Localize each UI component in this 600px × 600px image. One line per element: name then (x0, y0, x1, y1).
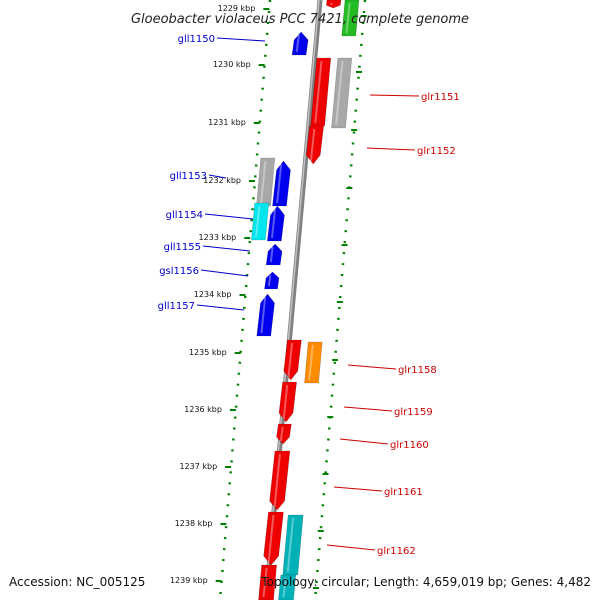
gene-block-glr1162-hit-shine (286, 517, 295, 573)
gene-block-glr1152-shine (309, 128, 316, 162)
kbp-tick-label: 1233 kbp (199, 233, 237, 242)
gene-label-glr1158[interactable]: glr1158 (398, 365, 437, 376)
gene-block-glr1160-shine (279, 426, 284, 442)
leader-line-gll1154 (204, 213, 254, 220)
gene-block-glr1158-shine (287, 342, 294, 378)
gene-block-gll1157-shine (260, 296, 267, 334)
gene-block-gll1153-shine (276, 163, 283, 204)
leader-lines (196, 37, 420, 551)
gene-label-gll1154[interactable]: gll1154 (166, 210, 203, 221)
gene-block-glr1158[interactable] (283, 339, 302, 381)
text-layer: Gloeobacter violaceus PCC 7421, complete… (9, 12, 591, 589)
gene-block-top-green-shine (345, 2, 351, 34)
gene-block-gsl1156-shine (267, 274, 272, 287)
leader-line-gll1155 (202, 245, 251, 252)
right-track-dots (313, 0, 367, 600)
backbone-layer (263, 0, 323, 600)
kbp-tick-label: 1239 kbp (170, 576, 208, 585)
kbp-tick-label: 1232 kbp (203, 176, 241, 185)
topology-text: Topology: circular; Length: 4,659,019 bp… (260, 575, 591, 589)
kbp-tick-label: 1231 kbp (208, 118, 246, 127)
kbp-tick-label: 1237 kbp (179, 462, 217, 471)
leader-line-gll1150 (216, 37, 266, 42)
leader-line-gll1153 (208, 174, 227, 179)
gene-label-glr1162[interactable]: glr1162 (377, 546, 416, 557)
gene-block-gll1153-hit[interactable] (256, 157, 276, 207)
gene-block-top-green[interactable] (341, 0, 360, 37)
gene-block-glr1162-hit[interactable] (282, 514, 304, 576)
gene-block-glr1152[interactable] (305, 125, 324, 165)
gene-block-glr1161-shine (273, 453, 281, 508)
gene-block-gll1150-shine (295, 34, 300, 53)
gene-block-glr1159-shine (282, 384, 289, 420)
gene-label-glr1160[interactable]: glr1160 (390, 440, 429, 451)
gene-block-gll1155-shine (269, 246, 274, 263)
gene-block-gll1154-hit[interactable] (251, 202, 270, 241)
kbp-tick-label: 1238 kbp (175, 519, 213, 528)
leader-line-gsl1156 (200, 269, 249, 277)
gene-block-glr1159[interactable] (278, 381, 297, 423)
gene-block-gll1157[interactable] (256, 293, 275, 337)
gene-block-bottom-teal[interactable] (278, 574, 297, 600)
gene-block-glr1151[interactable] (310, 57, 332, 127)
gene-label-gll1157[interactable]: gll1157 (158, 301, 195, 312)
gene-block-gll1153[interactable] (272, 160, 291, 207)
gene-block-bottom-red-shine (262, 567, 268, 598)
kbp-tick-label: 1234 kbp (194, 290, 232, 299)
gene-label-glr1161[interactable]: glr1161 (384, 487, 423, 498)
gene-block-top-red-shine (330, 2, 333, 6)
kbp-tick-label: 1230 kbp (213, 60, 251, 69)
leader-line-glr1161 (333, 486, 383, 492)
leader-line-glr1162 (326, 544, 376, 551)
leader-line-glr1151 (369, 94, 420, 97)
gene-label-gsl1156[interactable]: gsl1156 (159, 266, 199, 277)
backbone-highlight (264, 0, 320, 600)
genome-backbone (263, 0, 323, 600)
left-track-dots (218, 0, 272, 600)
gene-block-bottom-teal-shine (282, 577, 287, 598)
gene-block-gll1154[interactable] (266, 205, 285, 242)
map-title: Gloeobacter violaceus PCC 7421, complete… (131, 12, 469, 27)
kbp-tick-label: 1236 kbp (184, 405, 222, 414)
gene-block-gll1155[interactable] (265, 243, 283, 266)
gene-block-glr1151-shine (314, 60, 323, 124)
gene-label-glr1152[interactable]: glr1152 (417, 146, 456, 157)
gene-block-glr1160[interactable] (276, 423, 292, 445)
kbp-tick-label: 1235 kbp (189, 348, 227, 357)
gene-block-gll1153-hit-shine (260, 160, 267, 204)
accession-text: Accession: NC_005125 (9, 575, 145, 589)
tick-track: 1229 kbp 1230 kbp 1231 kbp 1232 kbp 1233 kbp… (170, 0, 367, 600)
gene-layer (251, 0, 360, 600)
gene-block-gsl1156[interactable] (264, 271, 280, 290)
gene-block-glr1162-shine (267, 514, 275, 563)
gene-block-glr1158-hit-shine (308, 344, 314, 381)
leader-line-glr1159 (343, 406, 393, 412)
kbp-tick-label: 1229 kbp (218, 4, 256, 13)
gene-block-gll1150[interactable] (291, 31, 309, 56)
gene-block-glr1158-hit[interactable] (304, 341, 323, 384)
gene-block-glr1162[interactable] (263, 511, 284, 566)
leader-line-gll1157 (196, 304, 245, 311)
leader-line-glr1160 (339, 438, 389, 445)
gene-block-bottom-red[interactable] (258, 564, 277, 600)
gene-label-gll1150[interactable]: gll1150 (178, 34, 215, 45)
gene-block-glr1151-hit[interactable] (331, 57, 353, 129)
leader-line-glr1158 (347, 364, 397, 370)
gene-block-glr1151-hit-shine (335, 60, 344, 126)
leader-line-glr1152 (366, 147, 416, 151)
label-layer: gll1150 gll1153 gll1154 gll1155 gsl1156 gll11… (158, 34, 460, 557)
gene-label-gll1153[interactable]: gll1153 (170, 171, 207, 182)
gene-block-top-red[interactable] (325, 0, 342, 9)
gene-block-glr1161[interactable] (269, 450, 291, 511)
gene-block-gll1154-hit-shine (255, 205, 261, 238)
gene-label-gll1155[interactable]: gll1155 (164, 242, 201, 253)
gene-label-glr1151[interactable]: glr1151 (421, 92, 460, 103)
gene-label-glr1159[interactable]: glr1159 (394, 407, 433, 418)
gene-block-gll1154-shine (270, 208, 277, 239)
